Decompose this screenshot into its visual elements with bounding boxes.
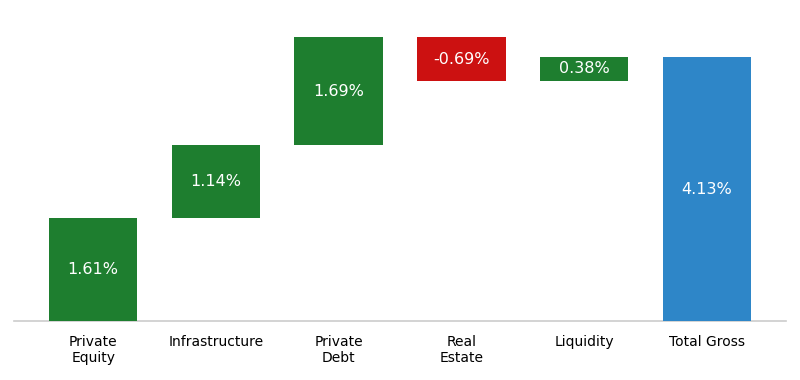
Text: 0.38%: 0.38% [558, 62, 610, 76]
Bar [540, 57, 628, 81]
Text: 1.69%: 1.69% [313, 84, 364, 98]
Text: 4.13%: 4.13% [682, 182, 732, 196]
Bar [172, 145, 260, 218]
Text: -0.69%: -0.69% [433, 52, 490, 66]
Bar [294, 37, 383, 145]
Text: 1.61%: 1.61% [68, 262, 118, 277]
Text: 1.14%: 1.14% [190, 174, 242, 189]
Bar [49, 218, 138, 321]
Bar [417, 37, 506, 81]
Bar [662, 57, 751, 321]
